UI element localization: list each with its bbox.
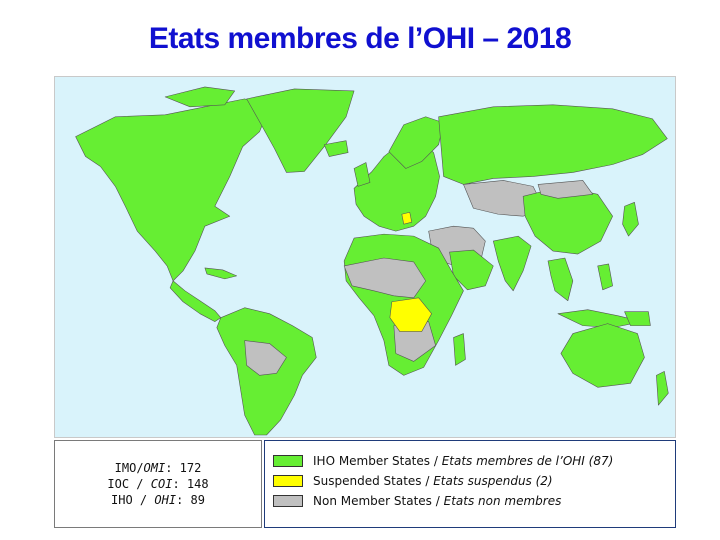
central-america	[169, 280, 222, 322]
stat-ioc: IOC / COI: 148	[107, 476, 208, 492]
greenland	[246, 88, 355, 173]
mongolia	[537, 180, 594, 199]
stat-org: IOC /	[107, 477, 151, 491]
russia	[438, 104, 668, 185]
map-legend: IHO Member States / Etats membres de l’O…	[264, 440, 676, 528]
legend-swatch-member	[273, 455, 303, 467]
legend-swatch-non-member	[273, 495, 303, 507]
stat-org-fr: OHI	[154, 493, 177, 507]
membership-stats: IMO/OMI: 172 IOC / COI: 148 IHO / OHI: 8…	[54, 440, 262, 528]
philippines	[597, 263, 613, 291]
legend-label: IHO Member States / Etats membres de l’O…	[313, 454, 614, 468]
stat-org-fr: OMI	[143, 461, 166, 475]
stat-iho: IHO / OHI: 89	[111, 492, 205, 508]
stat-value: : 172	[165, 461, 202, 475]
new-zealand	[656, 371, 669, 406]
australia	[560, 323, 645, 388]
stat-org: IHO /	[111, 493, 155, 507]
balkans-suspended	[401, 211, 413, 225]
stat-value: : 148	[172, 477, 209, 491]
arctic-islands	[164, 86, 236, 108]
papua-new-guinea	[624, 311, 651, 326]
stat-value: : 89	[176, 493, 205, 507]
british-isles	[353, 162, 371, 187]
map-title: Etats membres de l’OHI – 2018	[148, 22, 572, 55]
legend-item-member: IHO Member States / Etats membres de l’O…	[273, 453, 613, 469]
southeast-asia	[547, 257, 574, 302]
iceland	[323, 140, 349, 157]
world-map	[54, 76, 676, 438]
legend-item-non-member: Non Member States / Etats non membres	[273, 493, 561, 509]
madagascar	[453, 333, 466, 366]
caribbean	[204, 267, 238, 280]
world-map-canvas	[75, 86, 669, 436]
legend-label: Non Member States / Etats non membres	[313, 494, 562, 508]
legend-swatch-suspended	[273, 475, 303, 487]
south-asia	[492, 235, 532, 292]
north-america	[75, 98, 270, 282]
south-america-non-member	[244, 340, 287, 376]
sahara-non-member	[343, 257, 426, 299]
stat-org: IMO/	[114, 461, 144, 475]
dr-congo-suspended	[389, 297, 432, 332]
stat-org-fr: COI	[150, 477, 173, 491]
japan	[622, 202, 639, 237]
legend-item-suspended: Suspended States / Etats suspendus (2)	[273, 473, 553, 489]
stat-imo: IMO/OMI: 172	[115, 460, 202, 476]
legend-label: Suspended States / Etats suspendus (2)	[313, 474, 553, 488]
